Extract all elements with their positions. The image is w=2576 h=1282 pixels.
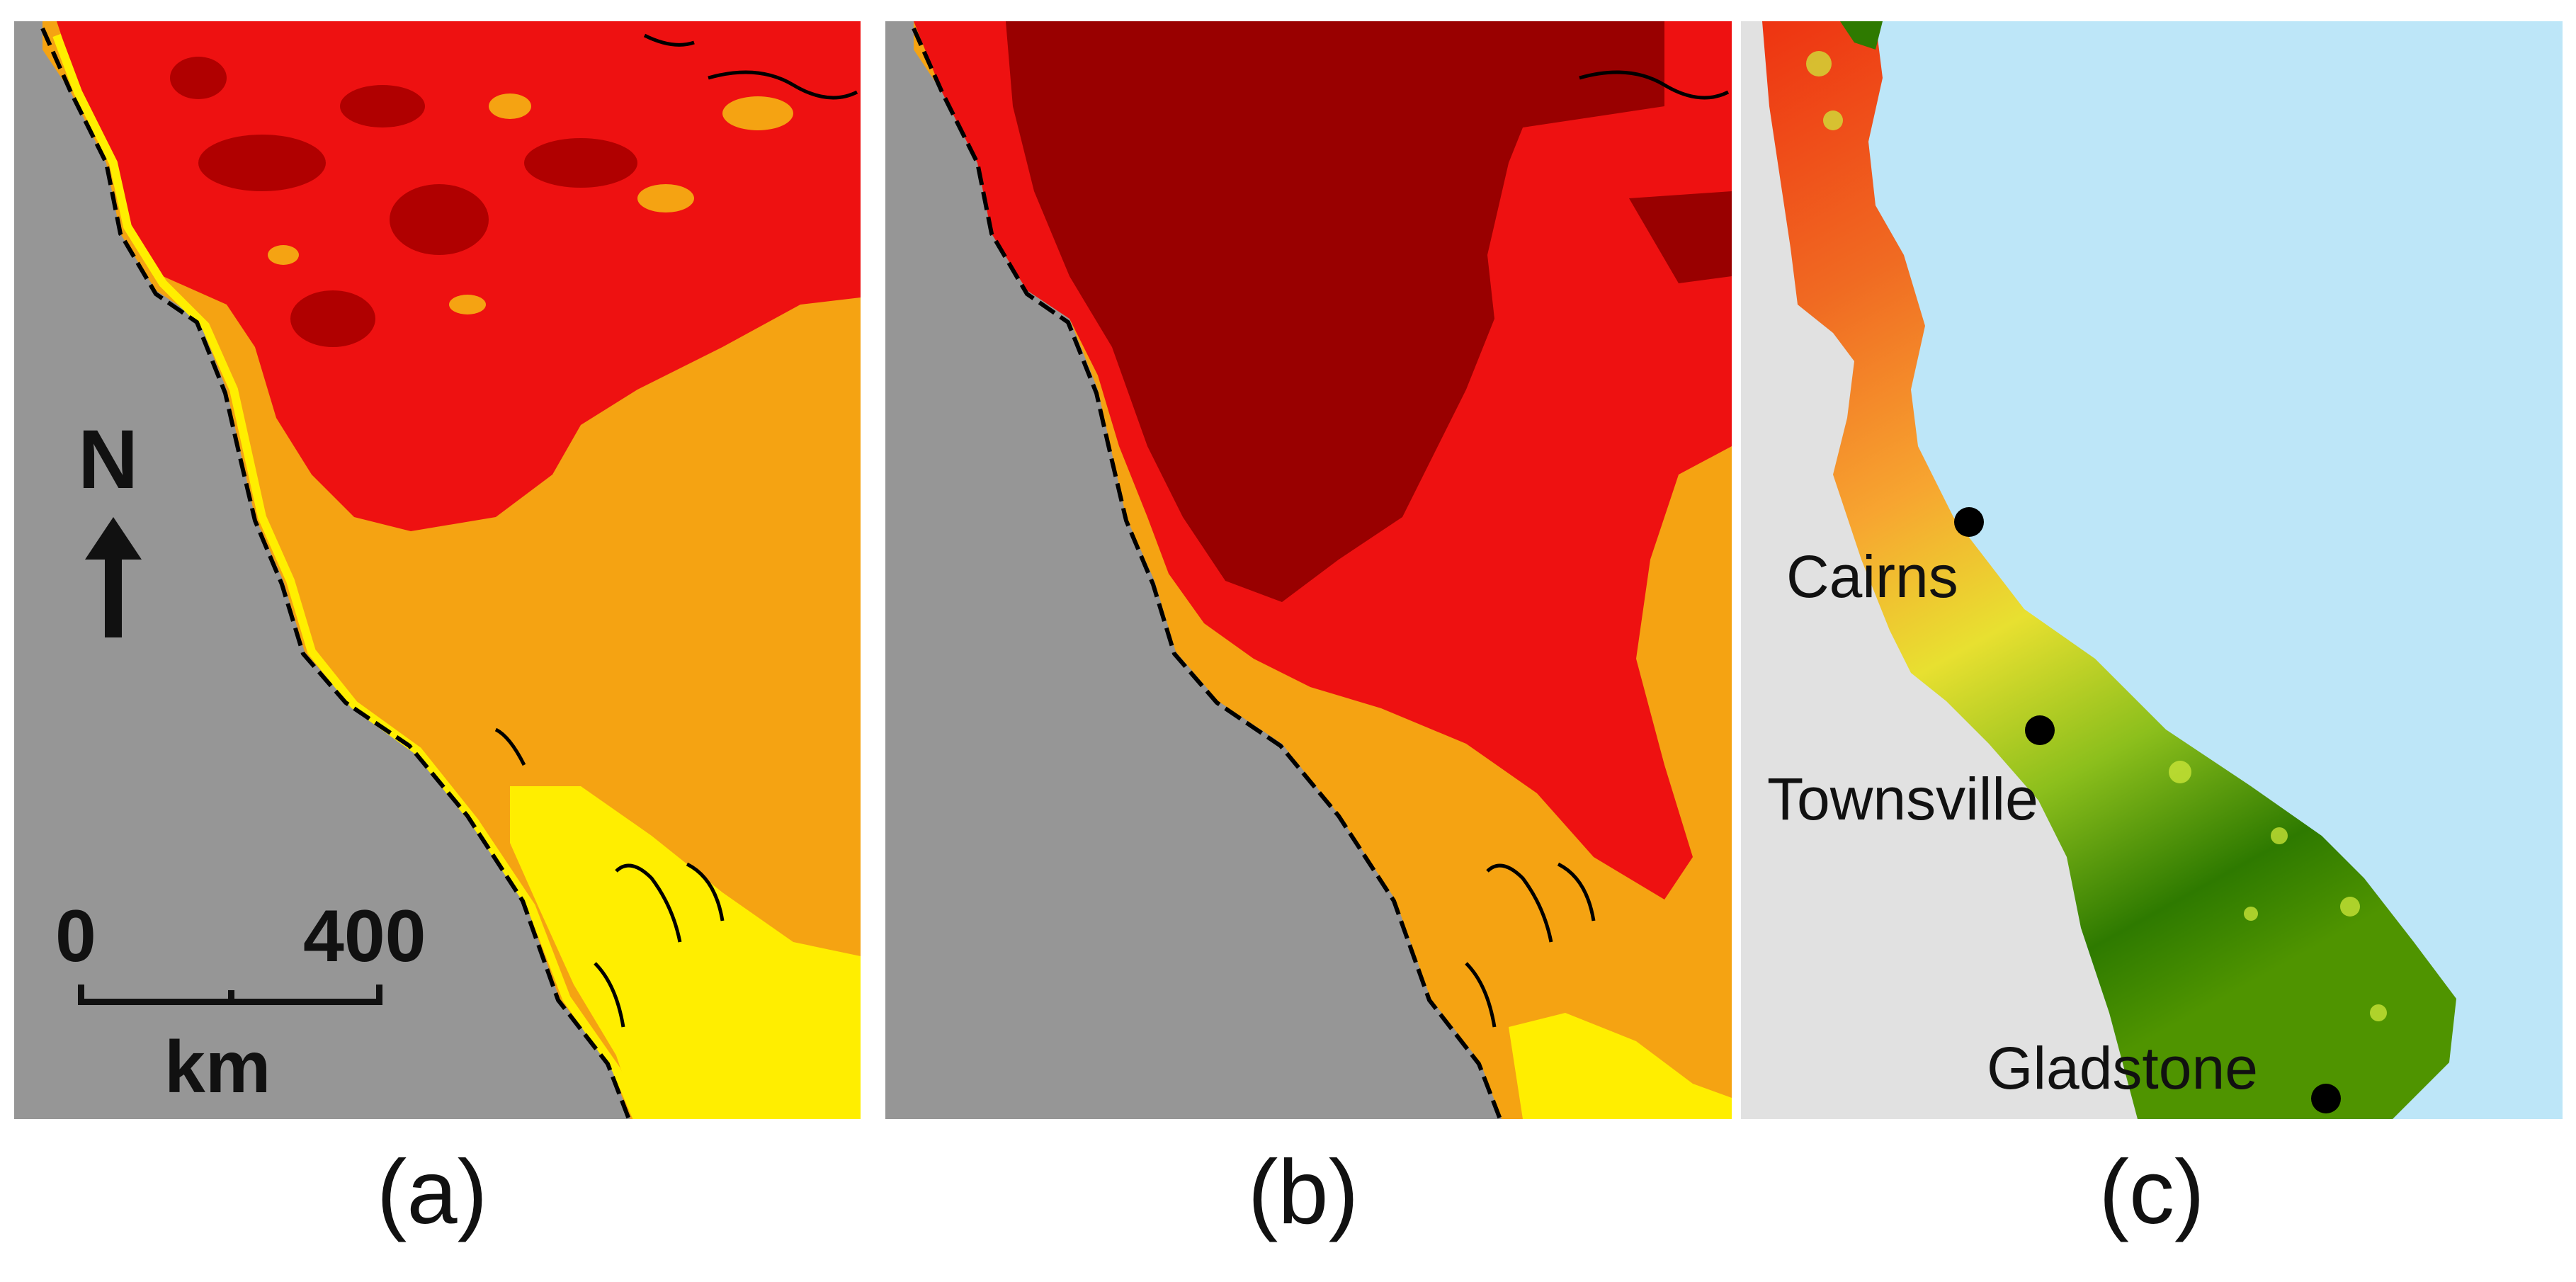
scale-start-label: 0	[55, 895, 96, 977]
city-label-cairns: Cairns	[1786, 543, 1958, 610]
coastline	[40, 27, 631, 1119]
heat-yellow-region	[510, 786, 861, 1119]
coastline	[912, 27, 1502, 1119]
map-panel-a	[14, 21, 861, 1119]
panel-caption-c: (c)	[2099, 1142, 2205, 1243]
north-arrow-icon	[85, 517, 142, 637]
coastal-yellow-fringe	[52, 33, 642, 1119]
scale-unit-label: km	[164, 1026, 271, 1108]
city-marker-gladstone	[2311, 1084, 2341, 1113]
map-a-graphic	[14, 21, 861, 1119]
land-area	[1741, 21, 2138, 1119]
map-panel-b	[885, 21, 1732, 1119]
panel-caption-a: (a)	[376, 1142, 488, 1243]
city-label-townsville: Townsville	[1767, 766, 2038, 832]
city-label-gladstone: Gladstone	[1987, 1035, 2258, 1101]
map-panel-c	[1741, 21, 2563, 1119]
panel-caption-b: (b)	[1247, 1142, 1359, 1243]
heat-dark-speckles	[170, 57, 637, 347]
reef-heat-band	[1762, 21, 2456, 1119]
heat-dark-red-region	[1006, 21, 1664, 602]
reef-green-top	[1840, 21, 1883, 50]
north-label: N	[78, 413, 139, 506]
heat-dark-red-patch	[1629, 191, 1732, 283]
reef-outlines	[1465, 70, 1730, 1028]
reef-yellow-speckles	[1806, 51, 2387, 1021]
scale-bar	[78, 985, 382, 1005]
map-c-graphic	[1741, 21, 2563, 1119]
city-marker-cairns	[1954, 507, 1984, 537]
heat-orange-speckles	[268, 93, 793, 314]
heat-yellow-region	[1509, 1013, 1732, 1119]
reef-outlines	[494, 33, 858, 1028]
map-b-graphic	[885, 21, 1732, 1119]
scale-end-label: 400	[303, 895, 426, 977]
city-marker-townsville	[2025, 715, 2055, 745]
